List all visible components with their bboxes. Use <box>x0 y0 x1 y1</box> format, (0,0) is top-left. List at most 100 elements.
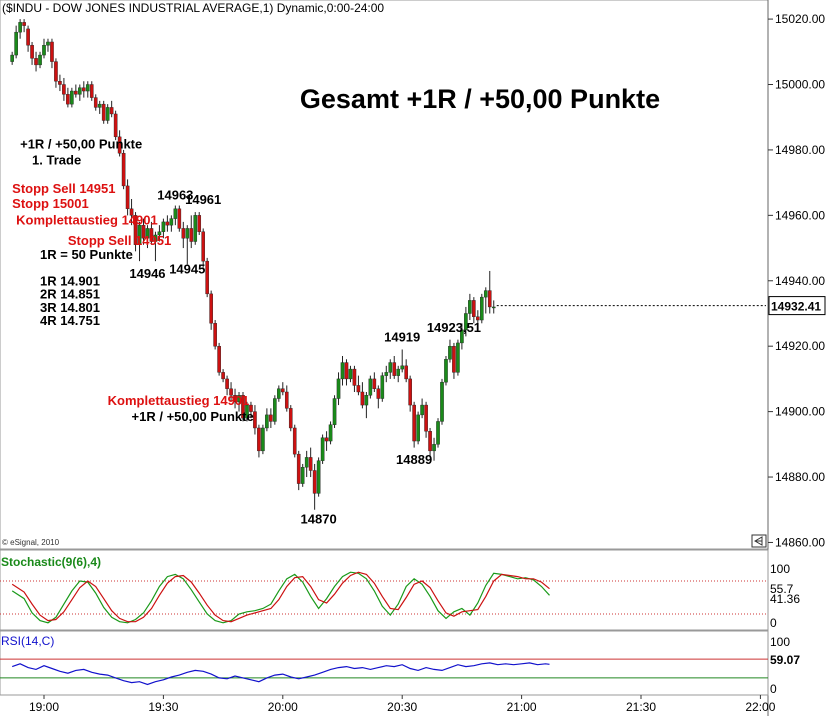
candle <box>30 41 34 65</box>
candle <box>348 365 353 383</box>
candle-body <box>169 218 174 226</box>
candle-body <box>476 316 480 321</box>
candle-body <box>165 221 170 226</box>
rsi-panel: RSI(14,C) 100 0 59.07 <box>0 630 800 696</box>
candle <box>74 84 78 98</box>
stochastic-lines <box>0 571 768 624</box>
time-axis: 19:00 19:30 20:00 20:30 21:00 21:30 22:00 <box>29 695 776 714</box>
candle-body <box>277 388 281 399</box>
candle <box>444 356 448 386</box>
candle-body <box>229 388 233 396</box>
candle-body <box>14 31 18 56</box>
candle-body <box>241 395 245 419</box>
candle-body <box>436 421 440 445</box>
candle-body <box>312 470 317 494</box>
candle-body <box>348 368 353 380</box>
candle-body <box>356 385 361 393</box>
candle-body <box>269 414 273 422</box>
candle-body <box>281 388 285 393</box>
price-tick-label: 14960.00 <box>775 208 825 222</box>
candle <box>372 372 377 392</box>
annotation-label: Komplettaustieg 14901 <box>16 213 158 228</box>
candle-body <box>308 457 313 471</box>
candle-body <box>81 87 86 92</box>
price-tick-label: 14940.00 <box>775 274 825 288</box>
candle <box>464 306 468 337</box>
candle-body <box>197 215 202 232</box>
price-plot-area <box>0 0 769 550</box>
candle-body <box>324 437 329 442</box>
candle-body <box>296 453 301 484</box>
rsi-line <box>0 658 768 686</box>
candle <box>428 427 432 458</box>
candle-body <box>233 395 237 403</box>
candle <box>284 385 289 412</box>
stochastic-panel: Stochastic(9(6),4) 100 0 55.7 41.36 <box>0 549 800 631</box>
candle <box>177 205 182 232</box>
price-y-ticks: 15020.00 15000.00 14980.00 14960.00 14940.00… <box>768 12 825 549</box>
candle <box>18 19 22 39</box>
stochastic-tick-0: 0 <box>770 616 777 630</box>
candle <box>121 149 126 190</box>
candle <box>487 270 492 314</box>
candle <box>452 342 456 379</box>
last-price-box <box>768 296 826 316</box>
rsi-tick-0: 0 <box>770 682 777 696</box>
candle <box>292 424 297 458</box>
candle <box>89 81 94 101</box>
candle-body <box>10 54 14 62</box>
candle <box>320 434 325 464</box>
candle <box>205 257 209 298</box>
candle <box>85 81 90 98</box>
candle <box>456 339 460 376</box>
candle <box>352 365 357 392</box>
candle <box>22 19 26 33</box>
annotation-label: 14945 <box>169 262 205 277</box>
candle <box>364 391 369 419</box>
candle <box>237 391 241 412</box>
scroll-arrow-icon[interactable] <box>751 534 767 548</box>
candle-body <box>412 404 416 442</box>
candle <box>376 385 381 409</box>
stochastic-value-d: 41.36 <box>770 592 800 606</box>
candle-body <box>38 54 42 66</box>
candle <box>58 74 62 92</box>
candle <box>296 450 301 491</box>
candle <box>153 231 158 262</box>
candle <box>436 418 440 448</box>
candle-body <box>440 381 444 422</box>
candle-body <box>237 395 241 403</box>
candle-body <box>209 293 213 324</box>
candle-body <box>189 228 194 242</box>
candle <box>221 369 225 383</box>
candle <box>97 100 102 114</box>
candle-body <box>265 414 269 429</box>
candle-body <box>145 228 150 239</box>
candle <box>476 310 480 330</box>
annotation-label: 14889 <box>396 452 432 467</box>
annotation-label: Stopp Sell 14951 <box>68 233 171 248</box>
candle <box>460 323 464 350</box>
candle-body <box>89 84 94 98</box>
candle <box>145 225 150 249</box>
candle-body <box>376 388 381 399</box>
candle <box>193 212 198 245</box>
candle-body <box>213 323 217 347</box>
candle-body <box>380 375 385 399</box>
candle-body <box>316 460 321 494</box>
candle <box>105 104 110 124</box>
rsi-value: 59.07 <box>770 653 800 667</box>
candle <box>165 215 170 232</box>
candle-body <box>388 362 393 373</box>
candle <box>328 421 333 445</box>
candle-body <box>249 404 253 412</box>
candle-body <box>400 365 405 370</box>
candle-body <box>487 290 492 308</box>
candle <box>141 218 146 245</box>
annotation-label: +1R / +50,00 Punkte <box>20 136 142 151</box>
time-tick-label: 20:00 <box>268 700 298 714</box>
candle-body <box>30 45 34 59</box>
candle-body <box>157 231 162 236</box>
candle-body <box>121 152 126 187</box>
candle-body <box>292 427 297 455</box>
